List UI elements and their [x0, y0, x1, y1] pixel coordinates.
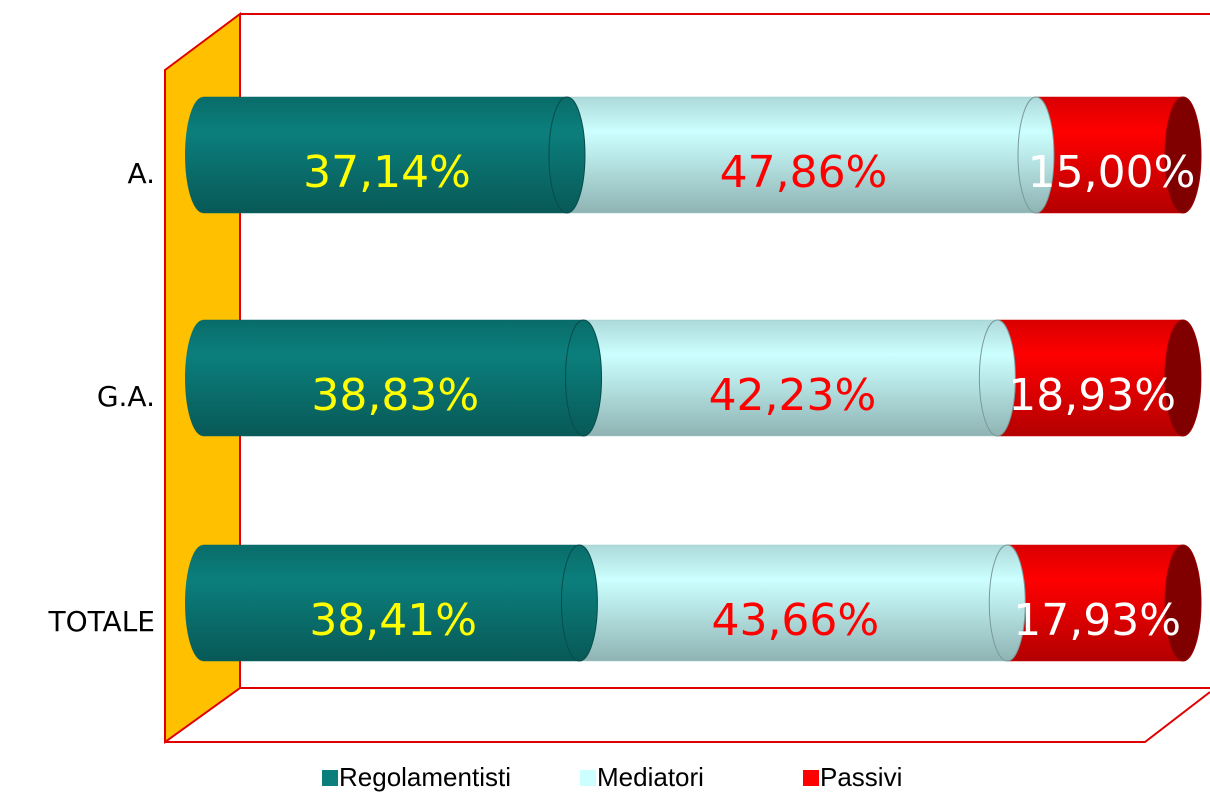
value-label: 42,23% — [709, 370, 877, 421]
bar-cap — [560, 544, 598, 662]
legend-swatch — [322, 770, 338, 786]
value-label: 38,41% — [309, 595, 477, 646]
bar-cap — [1164, 544, 1202, 662]
bar-segment — [202, 319, 584, 437]
value-label: 38,83% — [311, 370, 479, 421]
legend-swatch — [803, 770, 819, 786]
value-label: 37,14% — [303, 147, 471, 198]
bar-cap — [565, 319, 603, 437]
bar-start — [185, 97, 221, 213]
legend-label: Regolamentisti — [339, 762, 511, 792]
bar-cap — [1017, 96, 1055, 214]
value-label: 17,93% — [1013, 595, 1181, 646]
value-label: 15,00% — [1028, 147, 1196, 198]
floor-front — [165, 691, 1210, 743]
bar-start — [185, 320, 221, 436]
bar-cap — [1164, 96, 1202, 214]
bar-segment — [1035, 96, 1184, 214]
bar-segment — [566, 96, 1037, 214]
bar-cap — [1164, 319, 1202, 437]
legend-swatch — [580, 770, 596, 786]
value-label: 47,86% — [720, 147, 888, 198]
value-label: 18,93% — [1008, 370, 1176, 421]
legend: Regolamentisti Mediatori Passivi — [322, 762, 902, 792]
category-label: A. — [127, 157, 155, 190]
bar-start — [185, 545, 221, 661]
bar-segment — [202, 544, 580, 662]
bar-cap — [978, 319, 1016, 437]
category-label: TOTALE — [47, 605, 155, 638]
legend-label: Passivi — [820, 762, 902, 792]
value-label: 43,66% — [711, 595, 879, 646]
bar-segment — [997, 319, 1184, 437]
bars: A. 37,14% 47,86% 15,00% G.A. 38,83% 42,23% 18,9… — [47, 96, 1202, 662]
bar-cap — [548, 96, 586, 214]
category-label: G.A. — [97, 380, 155, 413]
bar-segment — [583, 319, 998, 437]
bar-segment — [579, 544, 1008, 662]
bar-cap — [988, 544, 1026, 662]
bar-segment — [1007, 544, 1184, 662]
legend-label: Mediatori — [597, 762, 704, 792]
